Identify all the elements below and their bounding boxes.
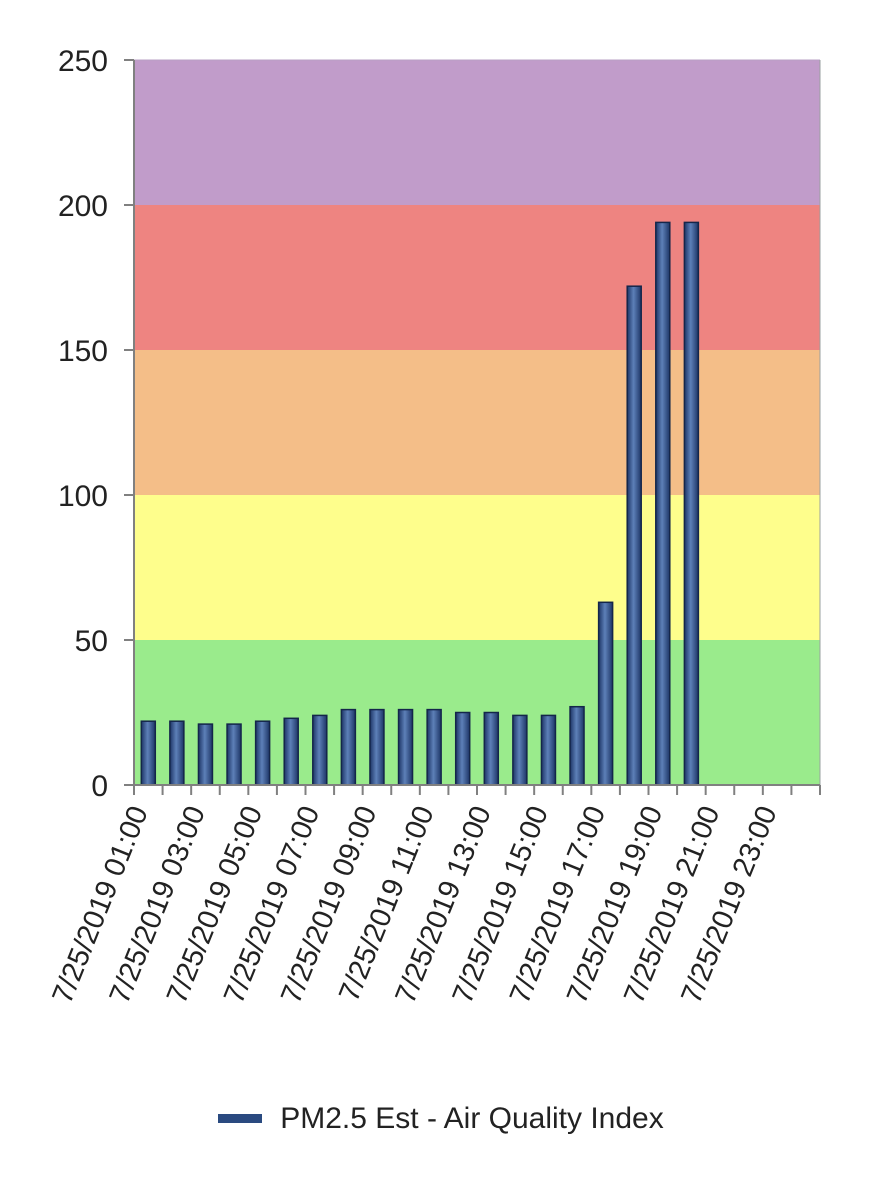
y-tick-label-2: 100 [58, 480, 108, 513]
aqi-band-4 [134, 60, 820, 205]
y-tick-label-5: 250 [58, 45, 108, 78]
bar-9 [397, 708, 414, 786]
aqi-band-2 [134, 350, 820, 495]
bar-11 [454, 711, 471, 786]
aqi-chart: 0 50 100 150 200 250 7/25/2019 01:007/25/2019… [47, 45, 821, 1008]
bar-6 [312, 714, 328, 786]
bar-1 [169, 720, 185, 786]
bar-0 [140, 720, 157, 786]
legend-swatch [218, 1113, 263, 1123]
bar-18 [655, 221, 671, 786]
aqi-band-0 [134, 640, 820, 785]
bar-2 [197, 723, 214, 786]
bar-16 [597, 601, 614, 786]
bar-17 [626, 285, 642, 786]
aqi-band-1 [134, 495, 820, 640]
y-tick-label-3: 150 [58, 335, 108, 368]
bar-15 [569, 705, 585, 786]
bar-10 [426, 708, 442, 786]
bar-12 [483, 711, 500, 786]
y-tick-label-1: 50 [75, 625, 108, 658]
bar-5 [283, 717, 299, 786]
axes [124, 59, 821, 795]
aqi-band-3 [134, 205, 820, 350]
aqi-bands [134, 59, 821, 785]
bar-19 [683, 221, 700, 786]
legend-label: PM2.5 Est - Air Quality Index [280, 1102, 664, 1135]
bar-7 [340, 708, 357, 786]
bar-8 [369, 708, 385, 786]
bar-3 [226, 723, 242, 786]
y-tick-label-4: 200 [58, 190, 108, 223]
bar-13 [512, 714, 528, 786]
y-tick-label-0: 0 [91, 770, 108, 803]
x-tick-labels: 7/25/2019 01:007/25/2019 03:007/25/2019 … [47, 802, 784, 1008]
bar-4 [254, 720, 271, 786]
y-tick-labels: 0 50 100 150 200 250 [58, 45, 108, 803]
legend: PM2.5 Est - Air Quality Index [0, 1102, 882, 1136]
bar-14 [540, 714, 557, 786]
